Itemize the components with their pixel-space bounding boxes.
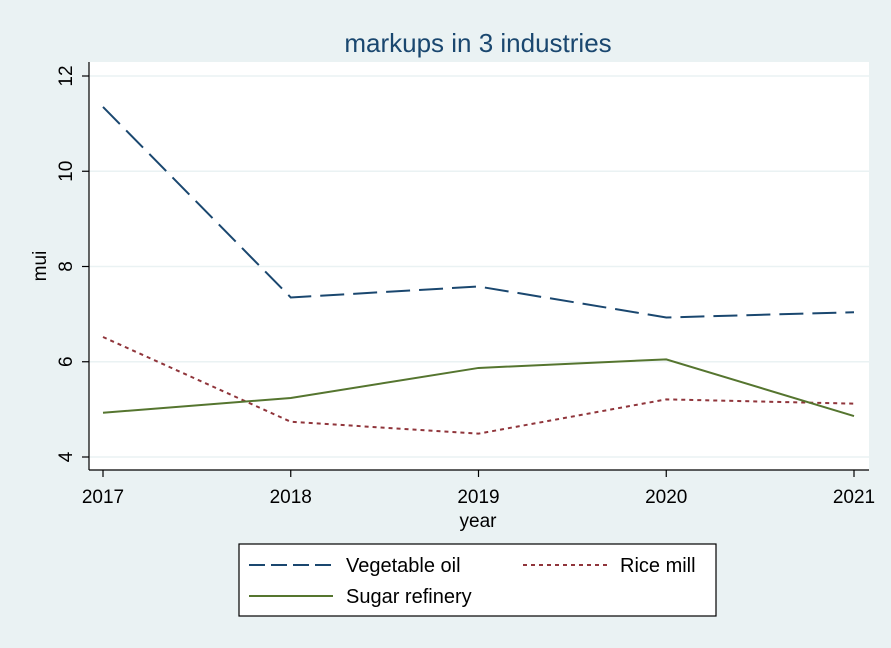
gridlines [89, 75, 869, 458]
x-tick-label: 2021 [833, 487, 875, 508]
series-line-vegetable-oil [102, 106, 855, 319]
x-tick-label: 2018 [270, 487, 312, 508]
y-tick-label: 10 [56, 161, 77, 182]
legend-box [238, 543, 717, 617]
chart-title: markups in 3 industries [344, 28, 611, 58]
series-lines [102, 106, 855, 435]
legend-label-rice-mill: Rice mill [620, 555, 696, 577]
x-tick-label: 2020 [645, 487, 687, 508]
legend-label-sugar-refinery: Sugar refinery [346, 586, 472, 608]
y-tick-label: 4 [56, 451, 77, 462]
legend-label-vegetable-oil: Vegetable oil [346, 555, 461, 577]
x-tick-label: 2017 [82, 487, 124, 508]
y-axis-ticks: 4 6 8 10 12 [56, 65, 89, 462]
legend: Vegetable oil Rice mill Sugar refinery [238, 543, 717, 617]
y-tick-label: 6 [56, 356, 77, 367]
y-axis-title: mui [30, 251, 51, 282]
x-axis-ticks: 2017 2018 2019 2020 2021 [82, 470, 875, 508]
y-tick-label: 8 [56, 261, 77, 272]
y-tick-label: 12 [56, 65, 77, 86]
x-tick-label: 2019 [457, 487, 499, 508]
x-axis-title: year [460, 511, 498, 532]
